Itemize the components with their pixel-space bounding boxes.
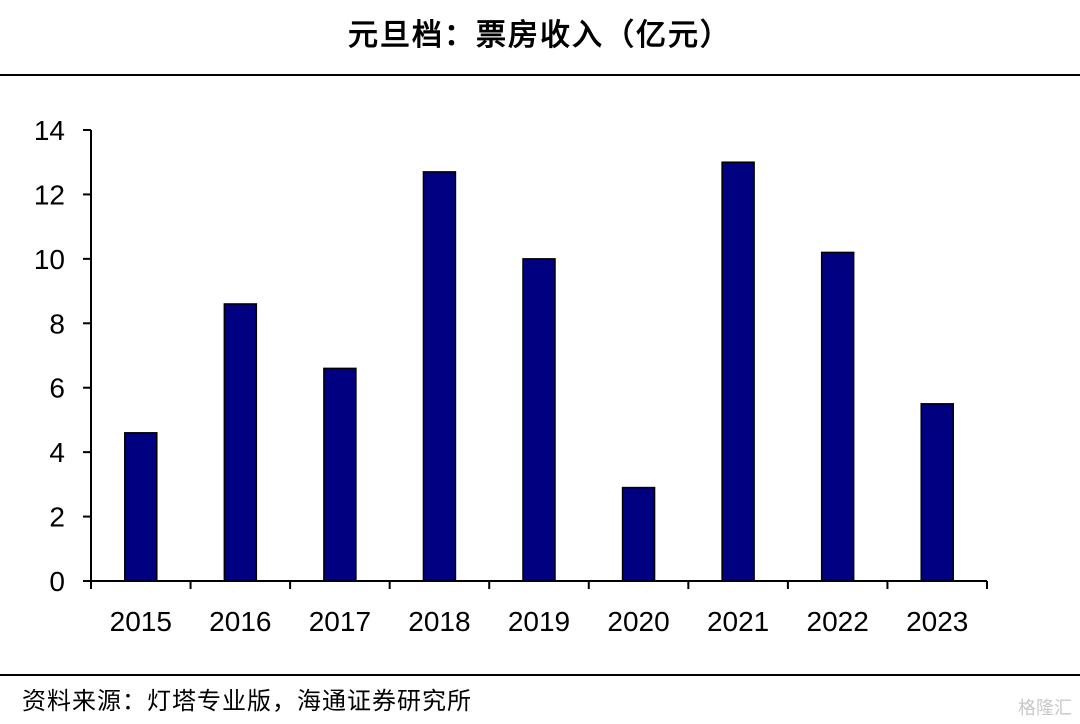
y-tick-label: 2 xyxy=(49,502,65,533)
y-tick-label: 10 xyxy=(34,244,65,275)
x-tick-label: 2021 xyxy=(707,606,769,637)
y-tick-label: 14 xyxy=(34,115,65,146)
title-divider xyxy=(0,74,1080,76)
y-tick-label: 4 xyxy=(49,437,65,468)
x-axis: 2015 2016 2017 2018 2019 2020 2021 2022 2023 xyxy=(90,580,988,637)
watermark-logo: 格隆汇 xyxy=(1018,698,1072,719)
y-tick-label: 8 xyxy=(49,308,65,339)
bar-2018 xyxy=(422,171,457,582)
y-tick-label: 6 xyxy=(49,373,65,404)
bar-2023 xyxy=(920,403,954,582)
x-tick-label: 2022 xyxy=(807,606,869,637)
bar-2020 xyxy=(621,486,656,582)
y-tick-label: 12 xyxy=(34,179,65,210)
x-tick-label: 2023 xyxy=(906,606,968,637)
x-tick-label: 2019 xyxy=(508,606,570,637)
bar-2019 xyxy=(522,258,556,582)
x-tick-label: 2017 xyxy=(309,606,371,637)
x-tick-label: 2020 xyxy=(607,606,669,637)
x-tick-label: 2015 xyxy=(110,606,172,637)
y-axis: 0 2 4 6 8 10 12 14 xyxy=(34,115,92,597)
bar-2015 xyxy=(124,432,158,582)
bar-2021 xyxy=(721,161,755,582)
footer-divider xyxy=(0,674,1080,676)
bar-2022 xyxy=(820,251,855,582)
bars xyxy=(124,161,954,582)
x-tick-label: 2018 xyxy=(408,606,470,637)
y-tick-label: 0 xyxy=(49,566,65,597)
bar-2017 xyxy=(323,367,357,582)
x-tick-label: 2016 xyxy=(209,606,271,637)
source-note: 资料来源：灯塔专业版，海通证券研究所 xyxy=(22,687,472,715)
bar-2016 xyxy=(223,303,258,582)
chart-title: 元旦档：票房收入（亿元） xyxy=(348,18,732,53)
